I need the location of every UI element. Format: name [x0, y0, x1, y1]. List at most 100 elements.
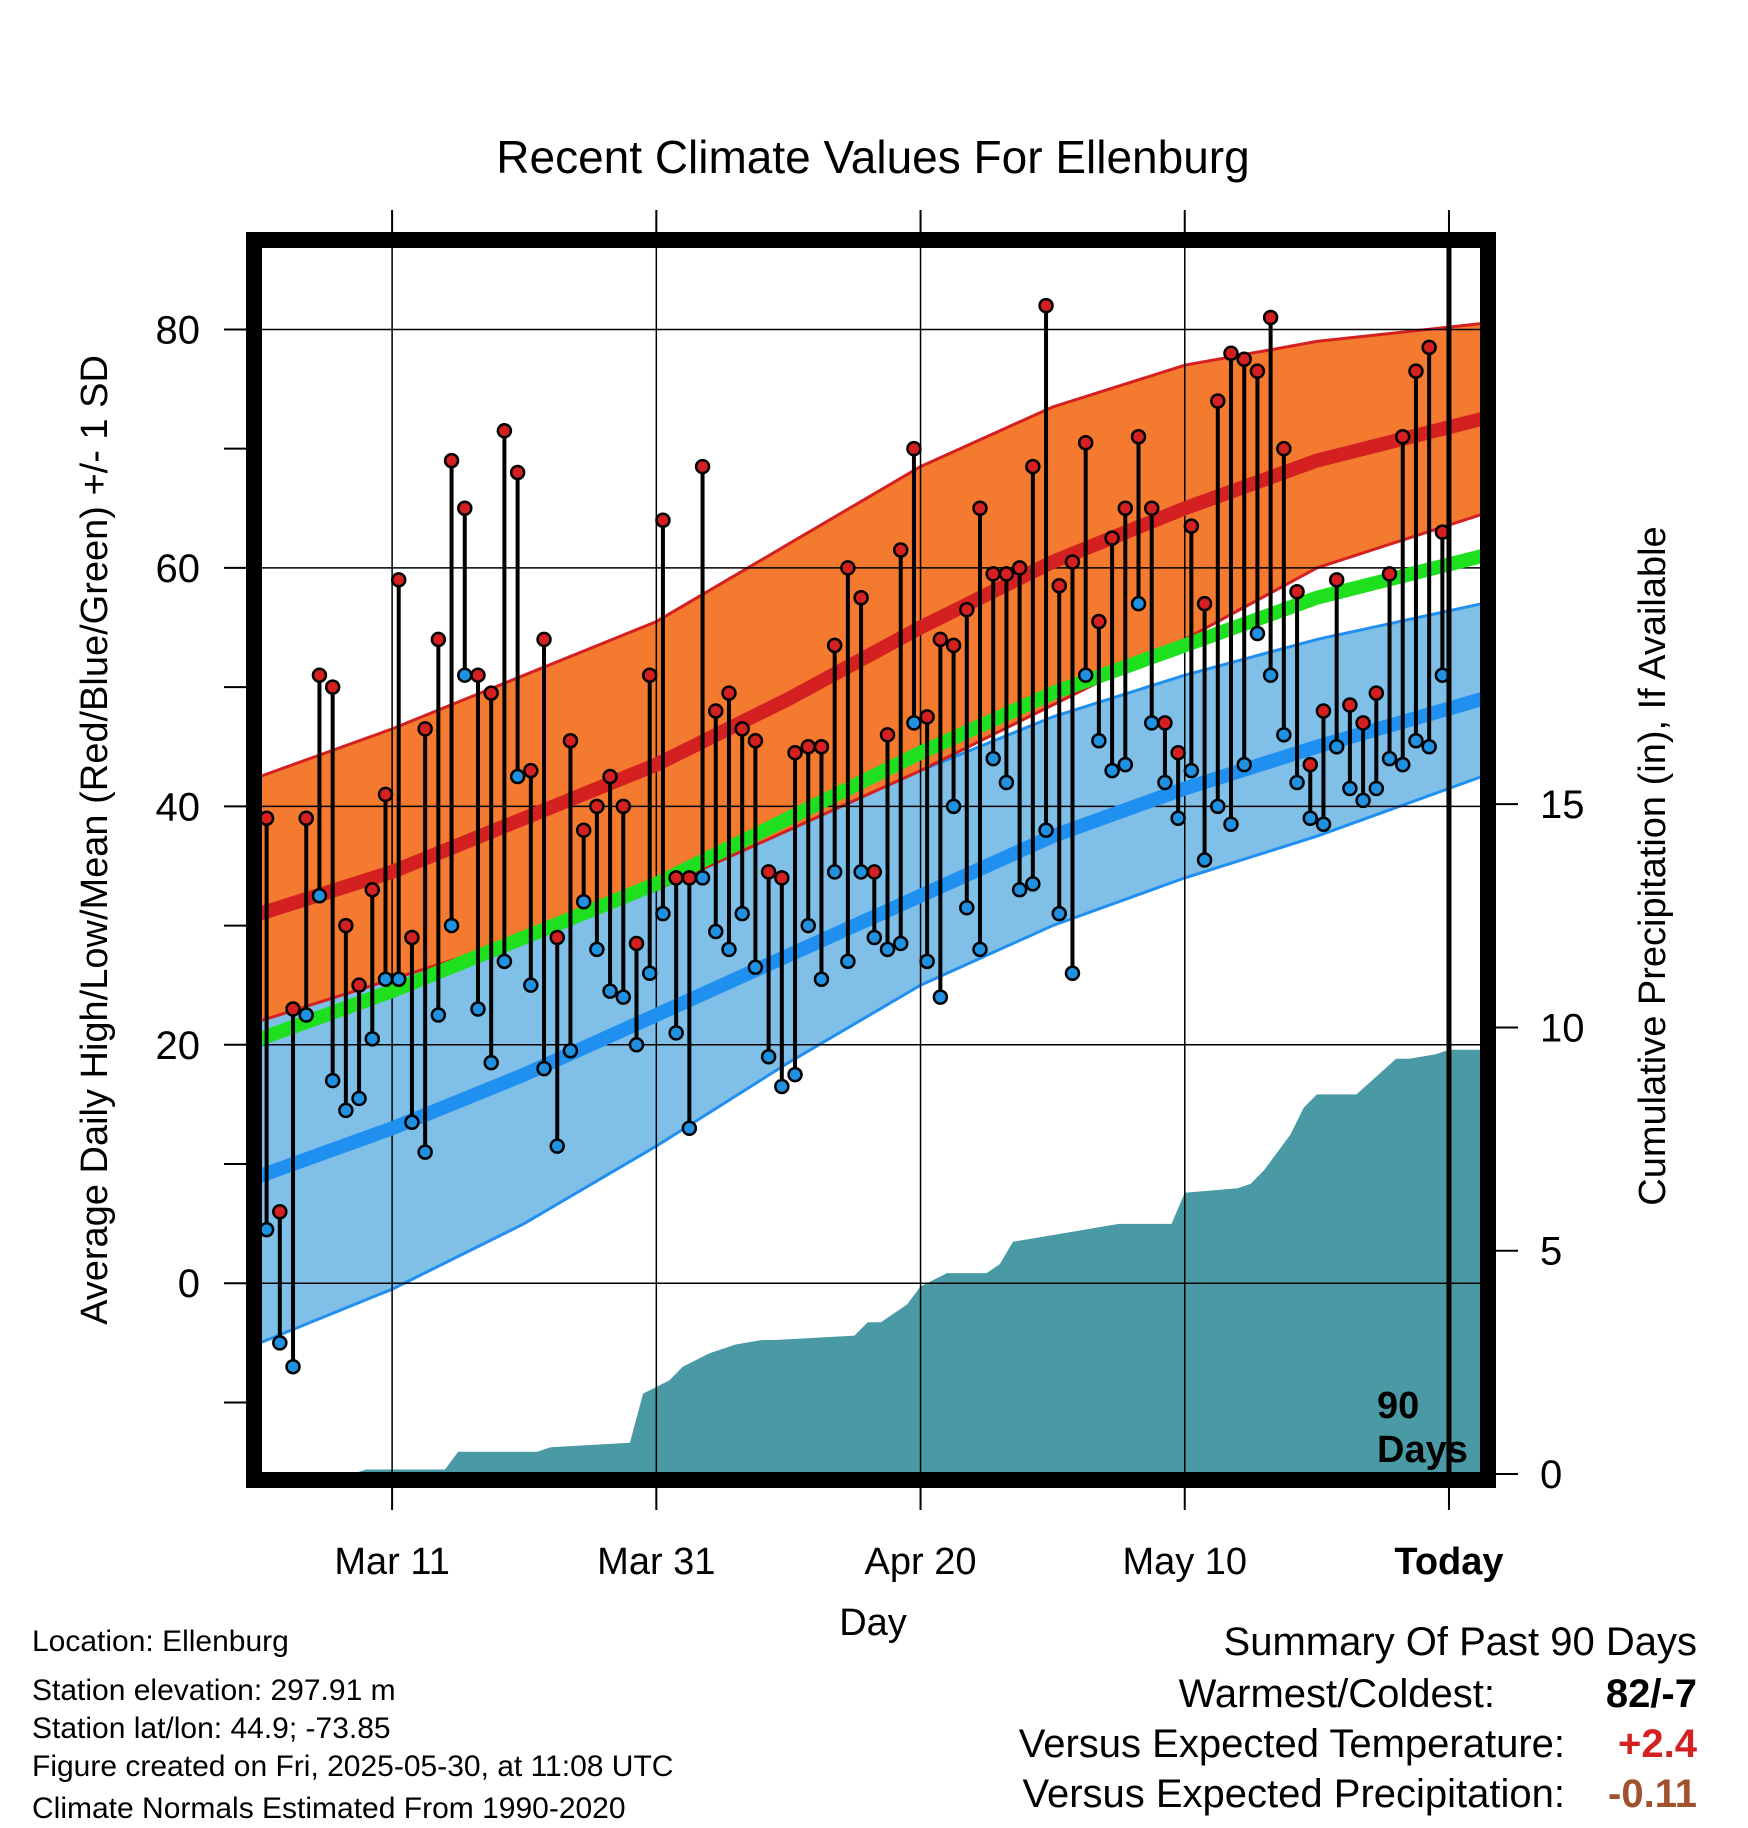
- daily-low-point: [1408, 733, 1424, 749]
- daily-low-point: [430, 1007, 447, 1023]
- daily-high-point: [694, 458, 711, 475]
- y-axis-label: Average Daily High/Low/Mean (Red/Blue/Gr…: [74, 355, 116, 1325]
- daily-low-point: [404, 1114, 420, 1131]
- daily-low-point: [1051, 905, 1068, 922]
- daily-high-point: [575, 822, 592, 838]
- today-marker-label: 90: [1377, 1385, 1419, 1427]
- y2-tick-label: 0: [1540, 1453, 1562, 1497]
- daily-high-point: [1117, 500, 1134, 517]
- daily-high-point: [1262, 309, 1279, 326]
- daily-low-point: [483, 1054, 499, 1071]
- x-tick-label: Apr 20: [865, 1541, 977, 1583]
- daily-high-point: [1276, 440, 1292, 457]
- y2-tick-label: 10: [1540, 1006, 1585, 1050]
- daily-high-point: [668, 870, 684, 886]
- daily-high-point: [602, 768, 618, 785]
- daily-low-point: [694, 870, 711, 886]
- daily-high-point: [747, 733, 764, 749]
- temp-label: Versus Expected Temperature:: [1018, 1722, 1565, 1766]
- daily-low-point: [351, 1090, 367, 1107]
- daily-high-point: [1011, 560, 1028, 576]
- high-sd-band: [260, 323, 1482, 1021]
- daily-high-point: [272, 1203, 288, 1220]
- daily-high-point: [826, 637, 843, 654]
- daily-high-point: [1025, 458, 1041, 475]
- axes: 0 20 40 60 80 0 5 10 15 Mar 11 Mar 31 Apr 20 May 10 T…: [156, 210, 1585, 1583]
- precipitation-fill: [260, 1049, 1482, 1474]
- daily-low-point: [641, 965, 658, 982]
- daily-low-point: [1342, 780, 1358, 797]
- daily-high-point: [787, 744, 803, 761]
- daily-low-point: [1394, 756, 1411, 773]
- daily-high-point: [1038, 297, 1054, 314]
- daily-high-point: [734, 721, 750, 737]
- daily-high-point: [853, 589, 869, 606]
- daily-low-point: [1025, 876, 1041, 892]
- daily-high-point: [311, 667, 328, 683]
- daily-low-point: [589, 941, 605, 958]
- daily-high-point: [615, 798, 632, 815]
- daily-high-point: [774, 870, 790, 886]
- daily-high-point: [443, 452, 460, 469]
- daily-high-point: [1210, 393, 1226, 409]
- daily-low-point: [509, 768, 526, 785]
- daily-low-point: [1196, 852, 1213, 868]
- daily-low-point: [1315, 816, 1332, 832]
- daily-low-point: [470, 1001, 486, 1017]
- daily-high-point: [298, 810, 314, 827]
- x-tick-label: Mar 11: [334, 1541, 449, 1583]
- daily-high-point: [1104, 530, 1120, 546]
- daily-low-point: [919, 953, 935, 970]
- daily-low-point: [1038, 822, 1054, 838]
- daily-points: [258, 297, 1451, 1375]
- daily-low-point: [1381, 750, 1398, 767]
- daily-high-point: [1051, 578, 1068, 594]
- daily-low-point: [390, 971, 407, 987]
- daily-high-point: [866, 864, 883, 880]
- daily-low-point: [549, 1138, 565, 1154]
- daily-high-point: [1302, 756, 1319, 773]
- daily-low-point: [1302, 810, 1319, 827]
- daily-low-point: [1262, 667, 1279, 683]
- daily-high-point: [641, 667, 658, 683]
- daily-high-point: [430, 631, 447, 648]
- daily-high-point: [364, 882, 381, 898]
- daily-low-point: [523, 977, 539, 993]
- x-tick-label: Today: [1394, 1541, 1503, 1583]
- daily-low-point: [932, 989, 949, 1005]
- daily-high-point: [1368, 685, 1385, 701]
- chart-title: Recent Climate Values For Ellenburg: [496, 131, 1249, 183]
- daily-high-point: [1394, 429, 1411, 445]
- daily-low-point: [840, 953, 856, 970]
- daily-low-point: [774, 1078, 790, 1095]
- daily-high-point: [1157, 715, 1173, 731]
- precipitation-area: [260, 1049, 1482, 1474]
- today-marker-label-days: Days: [1377, 1429, 1468, 1471]
- daily-low-point: [985, 750, 1001, 767]
- y-tick-label: 80: [156, 308, 201, 352]
- y-tick-label: 20: [156, 1024, 201, 1068]
- daily-low-point: [324, 1072, 341, 1089]
- daily-high-point: [258, 810, 275, 827]
- daily-high-point: [324, 679, 341, 695]
- daily-low-point: [892, 935, 909, 952]
- daily-low-point: [1117, 756, 1134, 773]
- daily-low-point: [1104, 762, 1120, 779]
- daily-low-point: [826, 864, 843, 880]
- daily-high-point: [1342, 697, 1358, 713]
- daily-high-point: [1170, 744, 1186, 761]
- daily-high-point: [562, 733, 579, 749]
- daily-low-point: [443, 917, 460, 934]
- daily-high-point: [509, 464, 526, 481]
- y2-tick-label: 5: [1540, 1230, 1562, 1274]
- daily-low-point: [972, 941, 988, 958]
- daily-high-point: [390, 572, 407, 588]
- daily-high-point: [800, 738, 816, 755]
- daily-high-point: [708, 703, 724, 719]
- daily-low-point: [734, 905, 750, 922]
- daily-high-point: [457, 500, 473, 517]
- daily-high-point: [919, 709, 935, 725]
- daily-high-point: [483, 685, 499, 701]
- daily-low-point: [1170, 810, 1186, 827]
- daily-high-point: [1130, 429, 1147, 445]
